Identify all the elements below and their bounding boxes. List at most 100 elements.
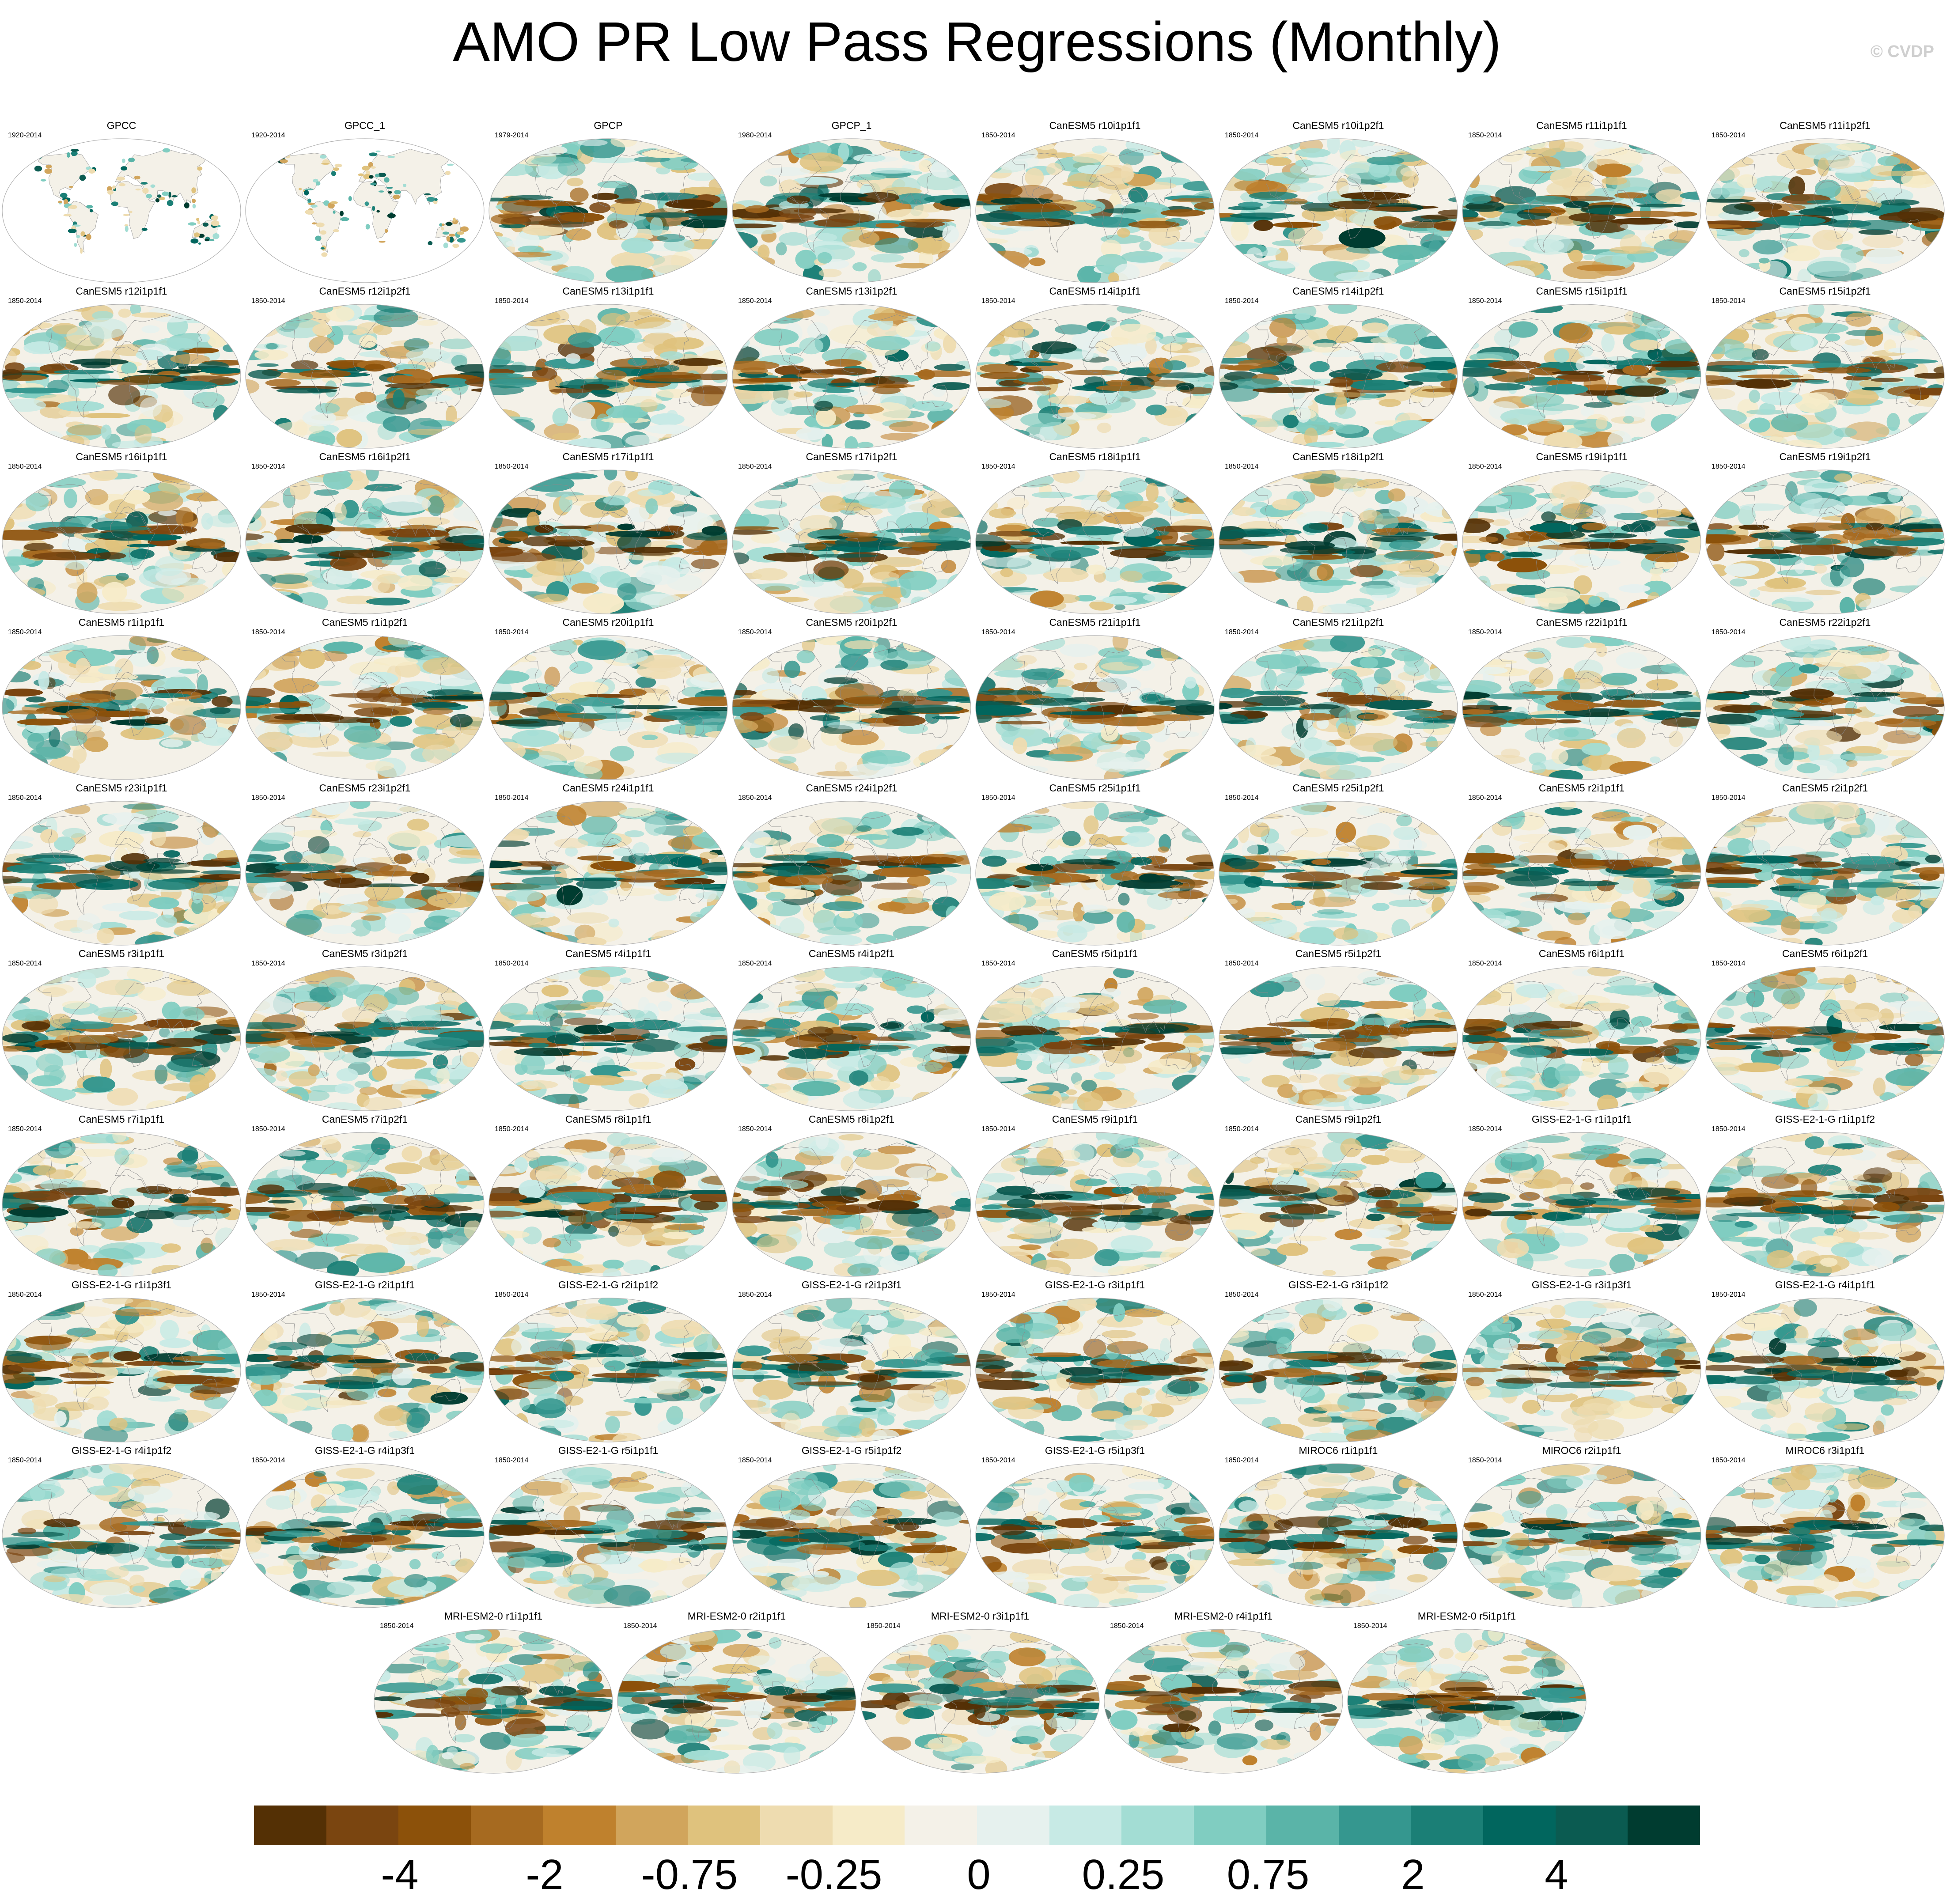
regression-blob xyxy=(495,336,542,351)
regression-blob xyxy=(874,237,919,254)
regression-blob xyxy=(68,206,74,209)
map-panel: CanESM5 r19i1p1f1 1850-2014 xyxy=(1460,450,1703,617)
regression-band xyxy=(1588,533,1637,539)
regression-blob xyxy=(1338,227,1386,249)
regression-blob xyxy=(120,727,164,740)
regression-band xyxy=(246,857,256,862)
regression-map xyxy=(1219,469,1458,614)
regression-blob xyxy=(1664,636,1677,649)
regression-blob xyxy=(504,159,516,167)
regression-blob xyxy=(1617,728,1646,748)
coastline xyxy=(311,532,342,584)
panel-title: CanESM5 r1i1p1f1 xyxy=(78,617,165,628)
regression-blob xyxy=(1185,676,1197,689)
regression-band xyxy=(882,715,926,727)
panel-period: 1850-2014 xyxy=(1468,628,1502,636)
regression-blob xyxy=(871,572,899,582)
regression-blob xyxy=(466,757,484,769)
regression-blob xyxy=(1359,657,1378,669)
regression-blob xyxy=(1801,556,1834,566)
panel-title: CanESM5 r24i1p1f1 xyxy=(562,782,654,794)
regression-blob xyxy=(213,405,230,425)
regression-blob xyxy=(1420,234,1445,252)
panel-title: CanESM5 r11i1p2f1 xyxy=(1780,120,1871,131)
regression-blob xyxy=(1075,595,1096,602)
regression-band xyxy=(1621,523,1650,533)
regression-band xyxy=(976,213,1021,222)
regression-blob xyxy=(947,648,971,654)
regression-band xyxy=(1522,535,1545,542)
regression-band xyxy=(996,720,1047,725)
regression-blob xyxy=(1800,498,1845,517)
regression-blob xyxy=(1388,574,1432,588)
regression-blob xyxy=(2,597,32,609)
regression-blob xyxy=(64,804,91,815)
regression-band xyxy=(38,526,98,534)
regression-blob xyxy=(314,489,339,496)
regression-blob xyxy=(690,911,706,924)
coastline xyxy=(311,366,342,419)
regression-band xyxy=(508,195,553,200)
regression-blob xyxy=(795,250,817,269)
regression-band xyxy=(1155,372,1208,379)
coastline xyxy=(845,646,937,702)
regression-blob xyxy=(622,405,640,424)
map-border xyxy=(488,138,728,283)
coastline xyxy=(1575,480,1667,536)
regression-blob xyxy=(1462,595,1494,610)
regression-band xyxy=(1403,381,1424,386)
regression-blob xyxy=(1738,506,1756,526)
regression-blob xyxy=(1462,148,1484,168)
regression-band xyxy=(293,534,324,544)
map-panel: CanESM5 r21i1p2f1 1850-2014 xyxy=(1217,616,1460,782)
regression-band xyxy=(1706,693,1750,700)
regression-blob xyxy=(450,714,473,727)
regression-band xyxy=(1721,365,1789,370)
regression-blob xyxy=(196,811,229,826)
regression-blob xyxy=(246,927,288,934)
regression-blob xyxy=(1578,344,1593,357)
regression-blob xyxy=(750,484,789,490)
regression-blob xyxy=(63,214,72,216)
regression-band xyxy=(1219,688,1255,698)
coastline xyxy=(1742,318,1795,370)
regression-band xyxy=(1163,360,1187,371)
regression-blob xyxy=(497,924,512,934)
regression-blob xyxy=(1112,525,1154,537)
regression-band xyxy=(1110,548,1166,558)
coastline xyxy=(1528,532,1559,584)
regression-band xyxy=(1706,714,1757,725)
regression-blob xyxy=(348,742,392,760)
regression-blob xyxy=(976,520,988,534)
regression-band xyxy=(489,385,524,395)
regression-blob xyxy=(1866,248,1903,264)
regression-blob xyxy=(660,351,683,360)
regression-band xyxy=(976,386,1026,392)
regression-blob xyxy=(1594,251,1636,267)
panel-period: 1850-2014 xyxy=(981,132,1015,139)
regression-blob xyxy=(857,442,874,448)
regression-band xyxy=(804,542,826,551)
regression-blob xyxy=(1706,327,1720,343)
regression-blob xyxy=(1419,336,1455,349)
regression-blob xyxy=(387,213,396,218)
map-panel: CanESM5 r11i1p2f1 1850-2014 xyxy=(1704,119,1946,285)
regression-blob xyxy=(916,311,960,327)
regression-band xyxy=(246,688,275,697)
panel-period: 1850-2014 xyxy=(738,628,772,636)
regression-blob xyxy=(623,396,663,407)
regression-blob xyxy=(379,190,384,193)
map-panel: CanESM5 r13i1p2f1 1850-2014 xyxy=(730,285,973,451)
regression-blob xyxy=(43,431,64,448)
regression-band xyxy=(1155,535,1174,540)
regression-blob xyxy=(984,250,1030,272)
regression-blob xyxy=(365,761,394,771)
panel-period: 1850-2014 xyxy=(1225,463,1259,470)
regression-blob xyxy=(1092,145,1107,154)
regression-blob xyxy=(1548,727,1597,741)
regression-blob xyxy=(518,246,543,254)
coastline xyxy=(1041,697,1072,750)
regression-blob xyxy=(940,148,957,165)
regression-blob xyxy=(525,668,542,679)
coastline xyxy=(554,201,586,253)
